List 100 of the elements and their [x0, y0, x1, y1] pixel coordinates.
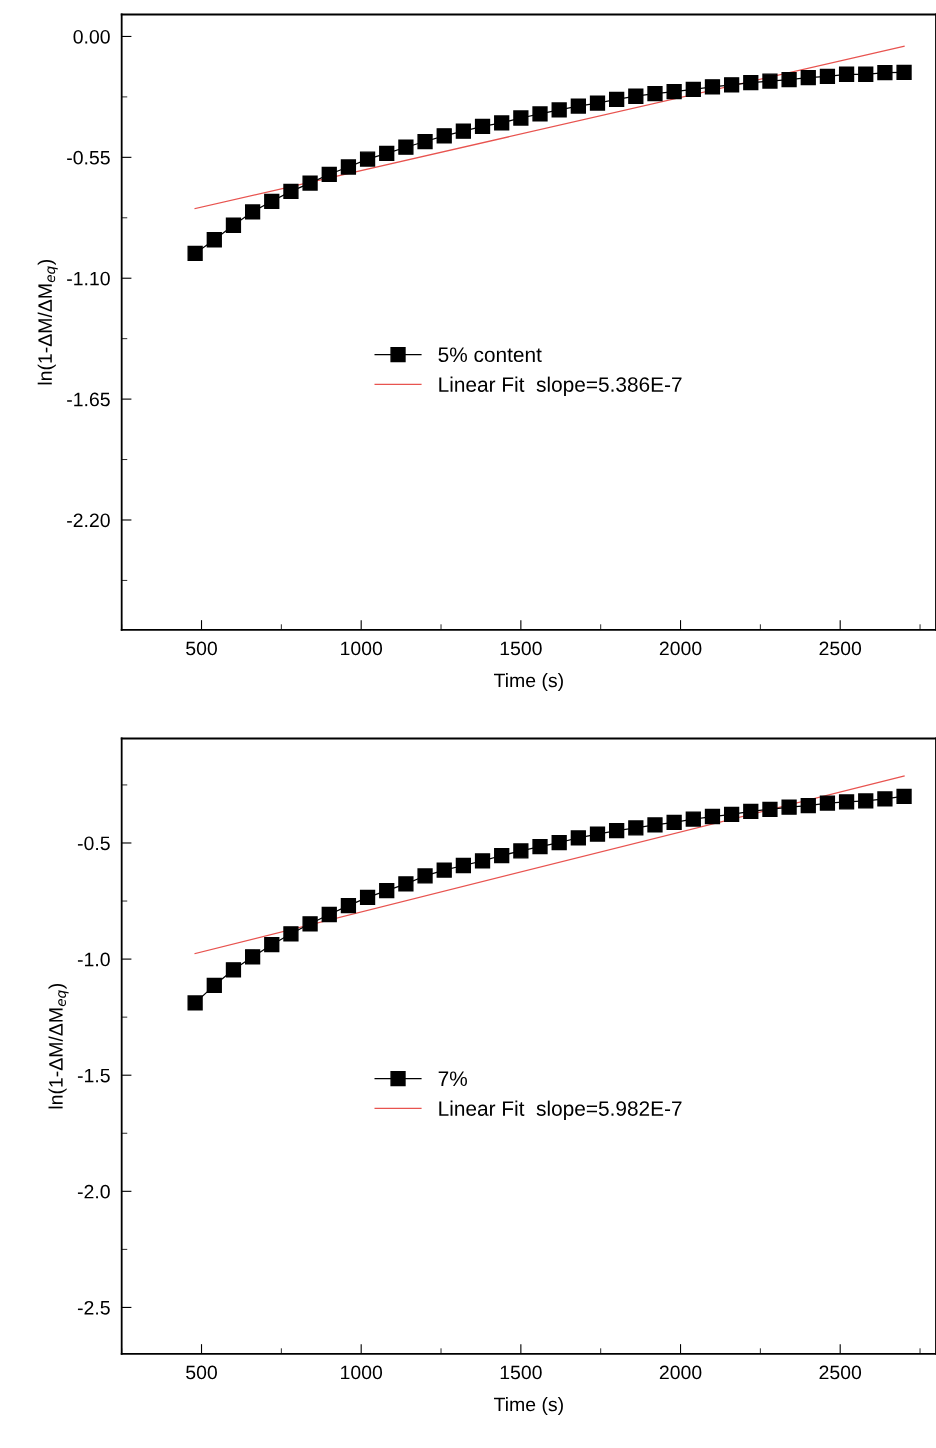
point — [513, 843, 529, 859]
point — [436, 862, 452, 878]
point — [206, 977, 222, 993]
point — [743, 74, 759, 91]
x-axis-title: Time (s) — [494, 673, 563, 692]
point — [359, 151, 376, 167]
point — [589, 95, 606, 111]
x-tick-label: 500 — [186, 1365, 217, 1380]
point — [283, 183, 299, 200]
x-axis-title: Time (s) — [494, 1397, 563, 1416]
point — [877, 791, 893, 807]
point — [704, 808, 721, 825]
point — [264, 193, 280, 209]
x-tick-label: 500 — [186, 641, 217, 656]
point — [225, 962, 242, 978]
legend-label: 5% content — [438, 347, 542, 363]
point — [589, 826, 606, 842]
point — [896, 788, 912, 804]
point — [379, 882, 395, 899]
y-tick-label: -2.0 — [77, 1184, 110, 1199]
point — [321, 166, 337, 182]
y-tick-label: -0.5 — [77, 836, 110, 851]
point — [877, 65, 893, 81]
y-tick-label: -1.5 — [77, 1068, 110, 1083]
x-tick-label: 1500 — [500, 641, 542, 656]
point — [743, 803, 759, 820]
point — [838, 66, 855, 82]
point — [762, 73, 778, 89]
point — [302, 916, 318, 932]
point — [685, 81, 701, 98]
point — [379, 145, 395, 162]
point — [647, 817, 663, 833]
point — [628, 820, 644, 836]
point — [321, 906, 337, 923]
point — [819, 795, 836, 811]
point — [570, 830, 586, 846]
point — [762, 801, 778, 817]
point — [225, 217, 242, 233]
point — [666, 83, 682, 100]
point — [187, 245, 203, 262]
y-tick-label: -1.10 — [67, 271, 110, 286]
point — [685, 811, 701, 827]
point — [340, 159, 357, 175]
x-tick-label: 1000 — [341, 1365, 383, 1380]
legend-label: 7% — [438, 1071, 467, 1086]
point — [647, 85, 663, 102]
y-tick-label: -1.65 — [67, 392, 110, 407]
x-tick-label: 2000 — [659, 1365, 702, 1380]
point — [244, 204, 261, 220]
point — [551, 102, 567, 118]
y-axis-title: ln(1-ΔM/ΔM$_{eq}$) — [48, 983, 69, 1109]
point — [455, 857, 472, 874]
point — [896, 64, 912, 80]
point — [800, 69, 816, 86]
x-tick-label: 2000 — [659, 641, 702, 656]
point — [781, 799, 797, 815]
point — [206, 232, 222, 248]
point — [187, 995, 203, 1011]
point — [398, 139, 414, 155]
point — [666, 814, 682, 830]
point — [628, 88, 644, 104]
y-tick-label: -2.20 — [67, 513, 110, 528]
point — [264, 937, 280, 953]
point — [532, 839, 548, 855]
point — [244, 949, 261, 965]
point — [494, 847, 510, 864]
point — [781, 71, 797, 88]
point — [494, 115, 510, 131]
point — [283, 926, 299, 942]
point — [340, 898, 357, 914]
x-tick-label: 2500 — [819, 1365, 862, 1380]
point — [609, 91, 625, 107]
point — [800, 797, 816, 814]
y-tick-label: 0.00 — [73, 29, 110, 44]
point — [858, 66, 874, 82]
point — [474, 118, 491, 134]
point — [417, 133, 433, 150]
point — [858, 793, 874, 809]
y-tick-label: -1.0 — [77, 952, 110, 967]
legend-label: Linear Fit slope=5.386E-7 — [439, 376, 682, 397]
point — [513, 110, 529, 126]
point — [359, 889, 376, 905]
point — [819, 68, 836, 85]
point — [417, 868, 433, 884]
point — [570, 98, 586, 114]
y-axis-title: ln(1-ΔM/ΔM$_{eq}$) — [37, 259, 58, 385]
point — [474, 853, 491, 869]
point — [838, 794, 855, 810]
point — [551, 834, 567, 851]
legend-label: Linear Fit slope=5.982E-7 — [439, 1100, 682, 1121]
y-tick-label: -0.55 — [67, 150, 110, 165]
x-tick-label: 1000 — [341, 641, 383, 656]
point — [704, 79, 721, 95]
point — [455, 123, 472, 139]
x-tick-label: 1500 — [500, 1365, 542, 1380]
point — [723, 806, 740, 823]
point — [436, 128, 452, 144]
point — [302, 175, 318, 191]
point — [609, 823, 625, 839]
point — [723, 77, 740, 93]
